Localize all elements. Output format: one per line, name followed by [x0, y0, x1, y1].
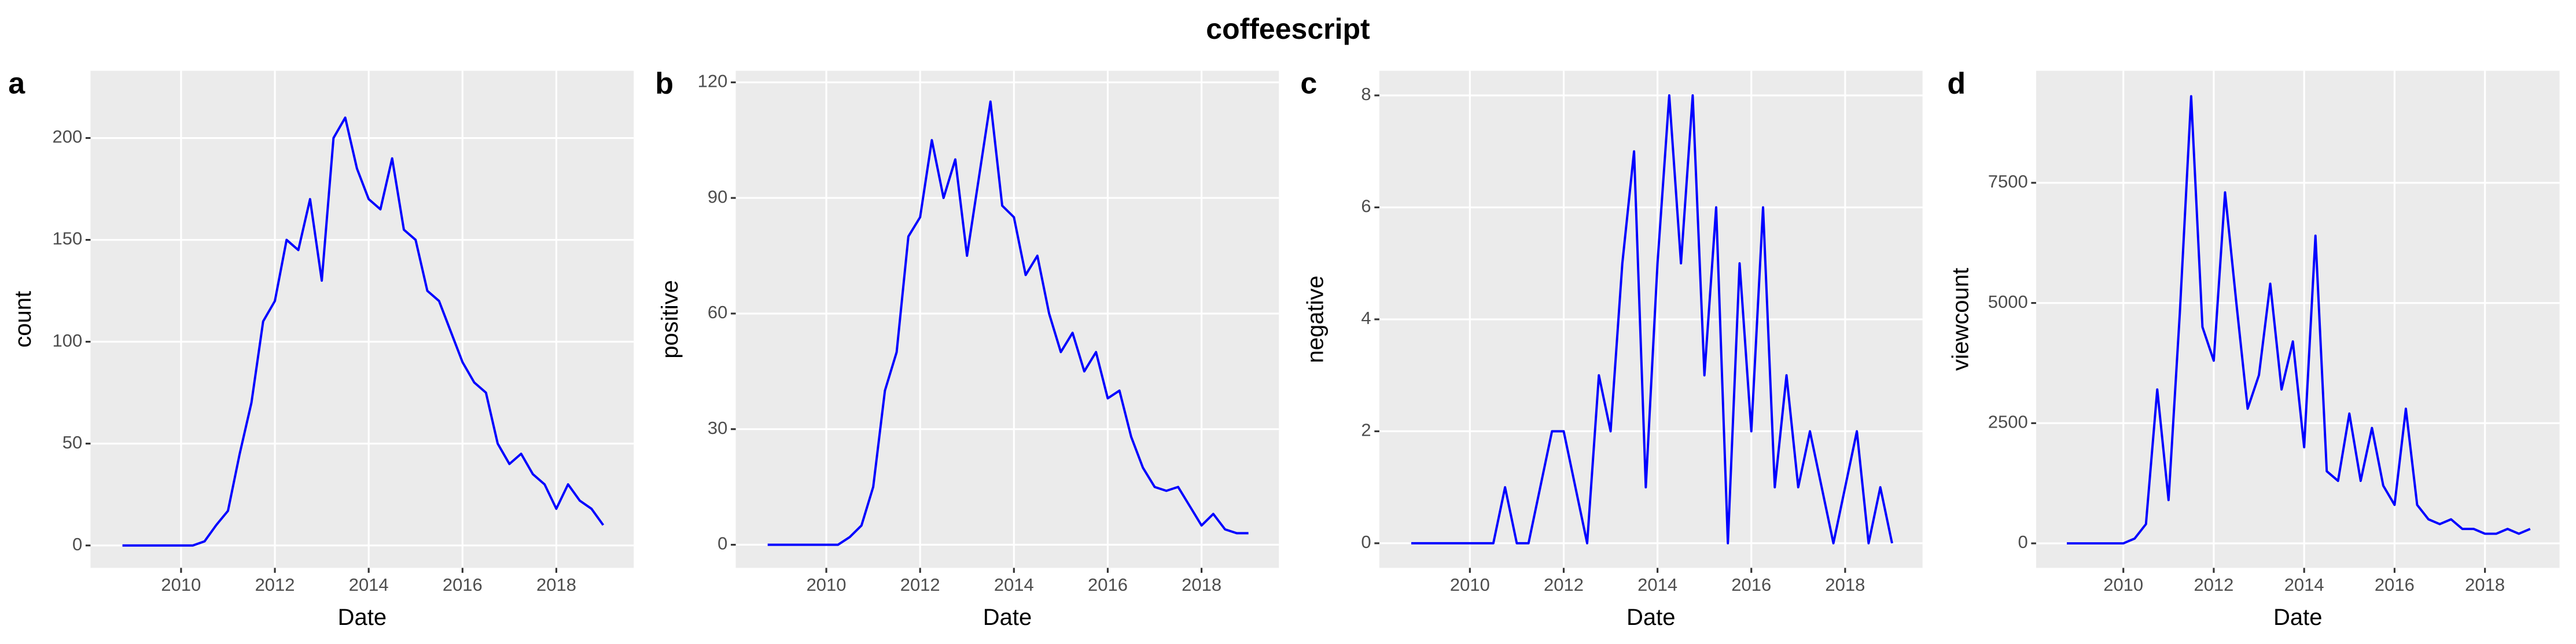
x-tick-label: 2014	[994, 575, 1034, 595]
x-tick-label: 2018	[2465, 575, 2505, 595]
x-tick-label: 2010	[1450, 575, 1490, 595]
y-tick-label: 0	[1361, 532, 1371, 552]
x-tick-label: 2010	[2103, 575, 2143, 595]
data-line	[1411, 94, 1893, 544]
y-tick-label: 60	[708, 302, 727, 322]
panel-tag: d	[1947, 67, 1966, 101]
x-tick-label: 2016	[2375, 575, 2415, 595]
y-tick-label: 0	[2018, 532, 2027, 552]
y-tick-label: 6	[1361, 196, 1371, 216]
x-tick-label: 2018	[1182, 575, 1221, 595]
y-tick-label: 150	[53, 229, 83, 249]
y-tick-label: 5000	[1988, 292, 2028, 312]
x-tick-label: 2018	[1825, 575, 1865, 595]
x-axis-title: Date	[1626, 605, 1676, 630]
panel-tag: b	[655, 67, 674, 101]
y-axis-title: viewcount	[1948, 268, 1973, 371]
y-tick-label: 4	[1361, 308, 1371, 328]
data-line	[767, 100, 1249, 546]
y-tick-label: 90	[708, 186, 727, 207]
panel-tag: a	[8, 67, 25, 101]
chart-title: coffeescript	[1206, 13, 1370, 45]
x-tick-label: 2018	[536, 575, 576, 595]
y-tick-label: 30	[708, 418, 727, 438]
data-line	[2067, 95, 2531, 545]
x-axis-title: Date	[2273, 605, 2323, 630]
y-tick-label: 0	[72, 534, 82, 554]
panel-tag: c	[1300, 67, 1317, 101]
x-axis-title: Date	[338, 605, 387, 630]
data-line	[122, 116, 605, 547]
y-tick-label: 100	[53, 330, 83, 351]
x-tick-label: 2016	[1088, 575, 1128, 595]
panel-background	[735, 71, 1279, 568]
x-tick-label: 2016	[1731, 575, 1771, 595]
y-tick-label: 2	[1361, 420, 1371, 440]
x-tick-label: 2014	[349, 575, 389, 595]
x-tick-label: 2014	[2284, 575, 2324, 595]
panel-background	[2036, 71, 2560, 568]
x-tick-label: 2016	[443, 575, 483, 595]
y-tick-label: 200	[53, 127, 83, 147]
y-axis-title: count	[10, 291, 36, 348]
x-tick-label: 2012	[255, 575, 295, 595]
x-tick-label: 2010	[807, 575, 847, 595]
x-tick-label: 2012	[1544, 575, 1584, 595]
x-tick-label: 2014	[1637, 575, 1677, 595]
x-axis-title: Date	[983, 605, 1032, 630]
y-tick-label: 0	[717, 533, 727, 554]
y-tick-label: 50	[62, 432, 82, 452]
y-tick-label: 8	[1361, 84, 1371, 104]
x-tick-label: 2012	[2194, 575, 2233, 595]
y-tick-label: 2500	[1988, 412, 2028, 432]
x-tick-label: 2010	[161, 575, 201, 595]
y-tick-label: 7500	[1988, 171, 2028, 192]
x-tick-label: 2012	[900, 575, 940, 595]
y-tick-label: 120	[698, 71, 728, 91]
panel-background	[90, 71, 634, 568]
y-axis-title: positive	[657, 280, 683, 359]
y-axis-title: negative	[1302, 275, 1328, 363]
